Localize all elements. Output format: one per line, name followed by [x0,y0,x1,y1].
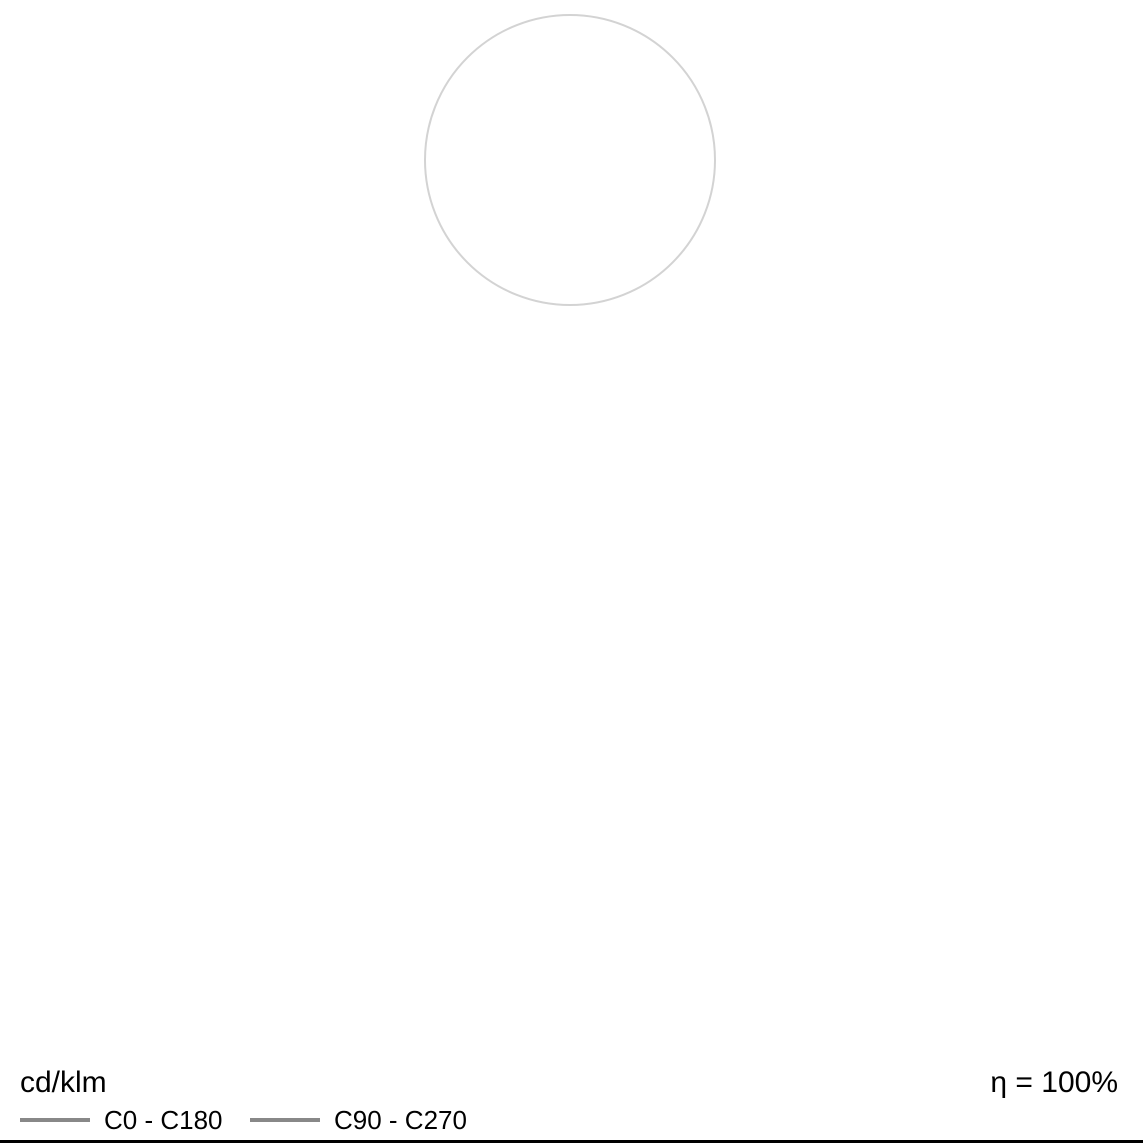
legend-label-c0-c180: C0 - C180 [104,1104,223,1135]
chart-footer: cd/klm η = 100% C0 - C180 C90 - C270 [0,1062,1143,1143]
polar-chart [0,0,1143,1062]
legend-entry-c0-c180: C0 - C180 [20,1103,223,1137]
grid-ring [424,14,716,306]
legend-entry-c90-c270: C90 - C270 [250,1103,467,1137]
c0-c180-line-sample [20,1118,90,1122]
efficiency-label: η = 100% [990,1066,1118,1099]
c90-c270-line-sample [250,1118,320,1122]
units-label: cd/klm [20,1066,107,1099]
legend-label-c90-c270: C90 - C270 [334,1104,467,1135]
plot-background [0,0,1143,1062]
